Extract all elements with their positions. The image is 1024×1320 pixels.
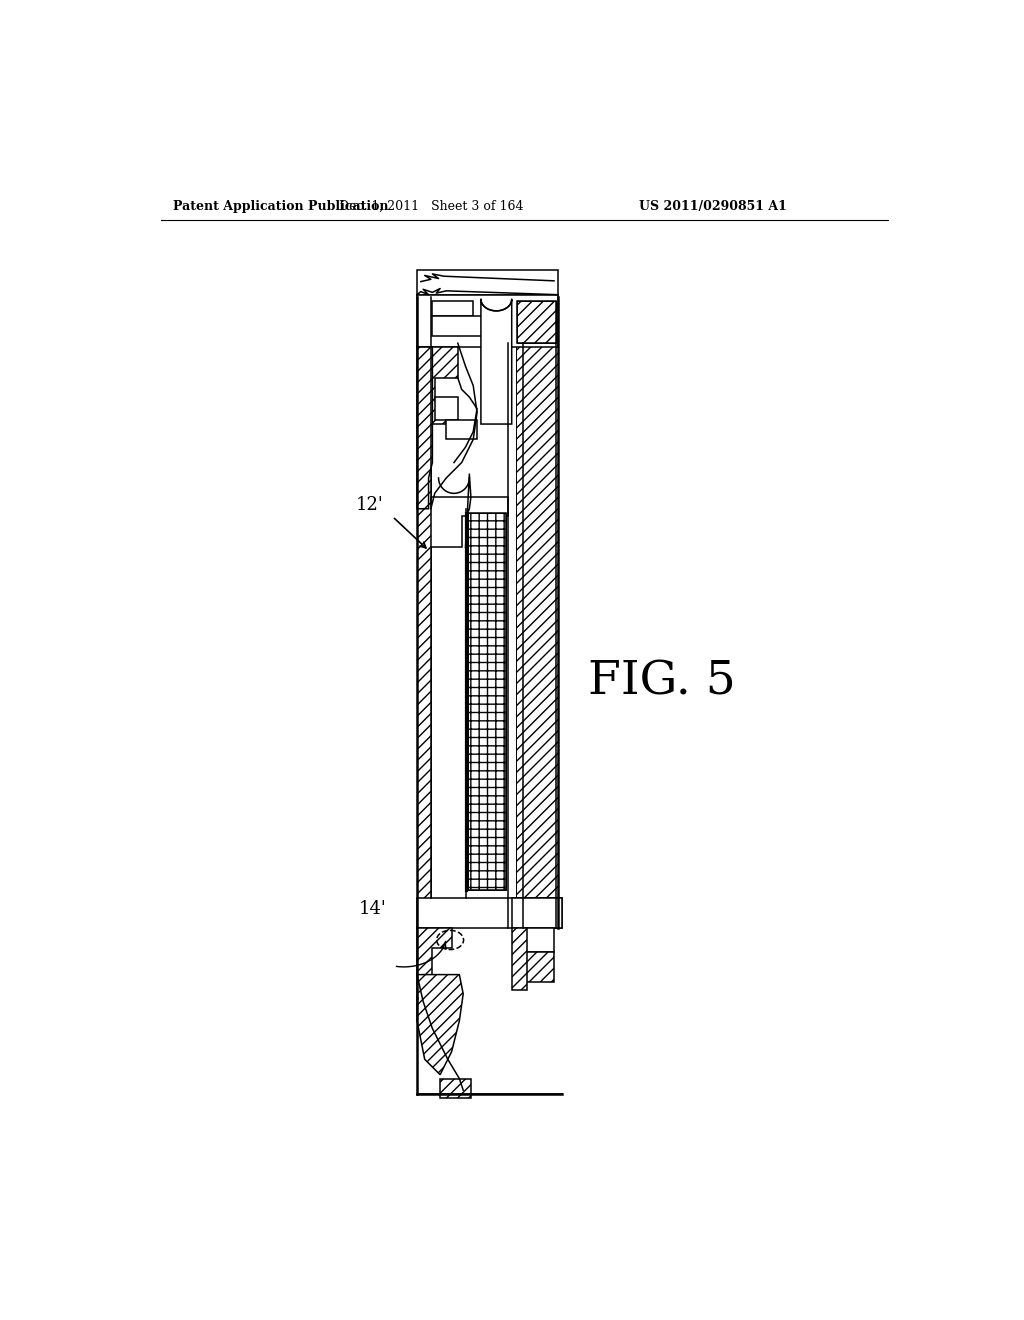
Polygon shape	[524, 952, 554, 982]
Polygon shape	[515, 301, 558, 928]
Polygon shape	[524, 928, 554, 952]
Polygon shape	[468, 512, 506, 890]
Text: US 2011/0290851 A1: US 2011/0290851 A1	[639, 199, 786, 213]
Polygon shape	[431, 498, 508, 548]
Polygon shape	[418, 347, 458, 470]
Polygon shape	[446, 420, 477, 440]
Text: FIG. 5: FIG. 5	[588, 660, 735, 705]
Polygon shape	[417, 928, 452, 974]
Polygon shape	[432, 317, 484, 335]
Polygon shape	[417, 294, 558, 347]
Polygon shape	[517, 301, 556, 343]
Polygon shape	[435, 397, 458, 420]
Polygon shape	[417, 271, 558, 294]
Text: Dec. 1, 2011   Sheet 3 of 164: Dec. 1, 2011 Sheet 3 of 164	[339, 199, 523, 213]
Polygon shape	[417, 974, 463, 1074]
Polygon shape	[512, 928, 527, 990]
Polygon shape	[440, 1078, 471, 1098]
Polygon shape	[417, 347, 432, 508]
Polygon shape	[417, 301, 431, 998]
Polygon shape	[417, 898, 562, 928]
Text: 14': 14'	[359, 900, 387, 919]
Polygon shape	[481, 300, 512, 424]
Polygon shape	[432, 301, 473, 317]
Text: Patent Application Publication: Patent Application Publication	[173, 199, 388, 213]
Text: 12': 12'	[355, 496, 383, 513]
Polygon shape	[512, 898, 562, 928]
